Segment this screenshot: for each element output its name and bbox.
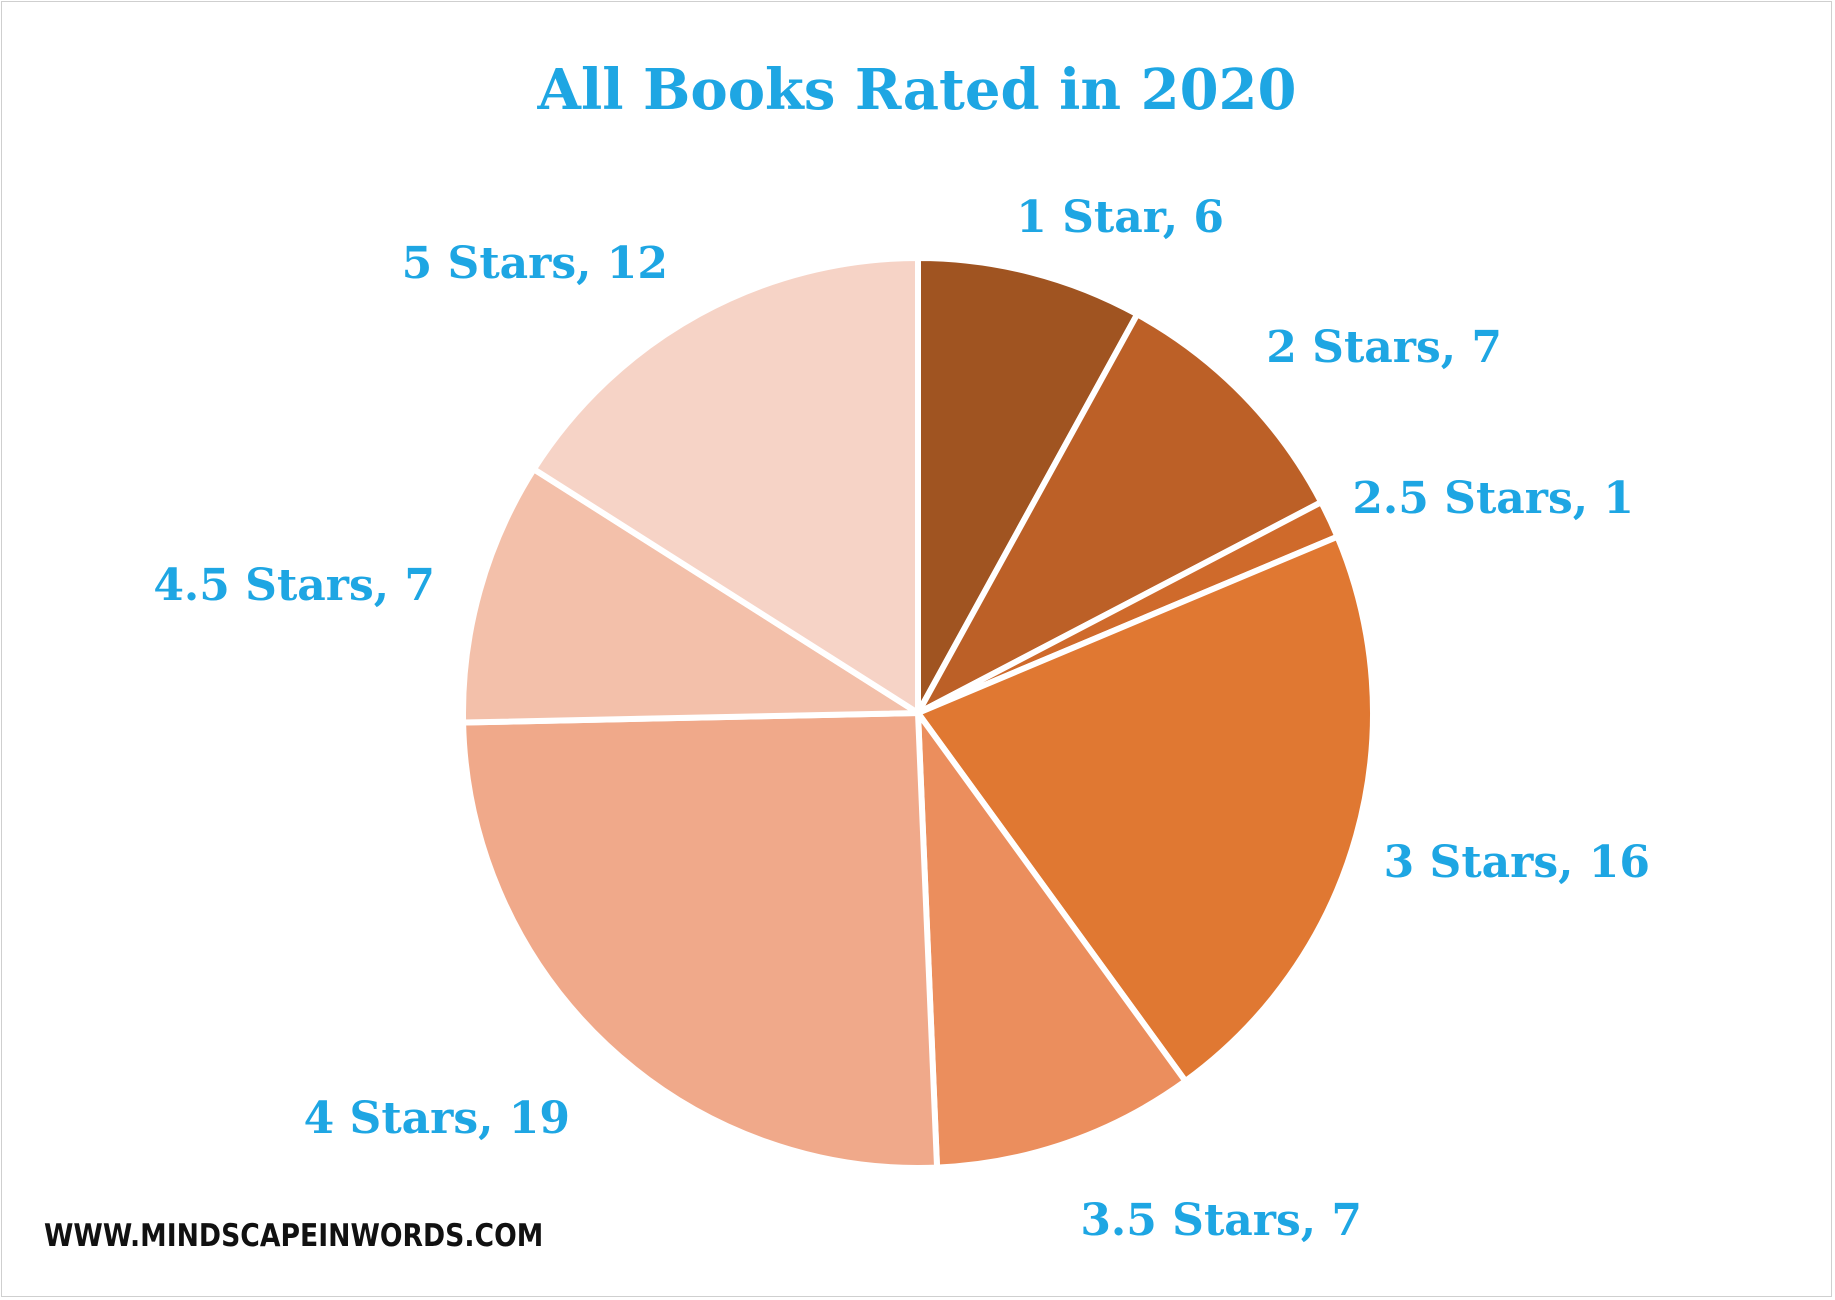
slice-label-1-star: 1 Star, 6 bbox=[1016, 192, 1224, 243]
pie-slice-1-star bbox=[915, 255, 1141, 716]
pie-slices bbox=[460, 255, 1376, 1171]
pie-labels: 1 Star, 6 2 Stars, 7 2.5 Stars, 1 3 Stars, … bbox=[153, 192, 1650, 1246]
slice-label-3-5-stars: 3.5 Stars, 7 bbox=[1080, 1195, 1362, 1246]
pie-slice-3-stars bbox=[915, 533, 1376, 1085]
pie-slice-2-stars bbox=[915, 311, 1325, 716]
slice-label-2-5-stars: 2.5 Stars, 1 bbox=[1352, 473, 1634, 524]
slice-label-4-stars: 4 Stars, 19 bbox=[304, 1093, 570, 1144]
slice-label-4-5-stars: 4.5 Stars, 7 bbox=[153, 560, 435, 611]
website-watermark: WWW.MINDSCAPEINWORDS.COM bbox=[44, 1218, 544, 1254]
slice-label-3-stars: 3 Stars, 16 bbox=[1384, 837, 1650, 888]
pie-slice-4-stars bbox=[460, 710, 941, 1171]
slice-label-2-stars: 2 Stars, 7 bbox=[1266, 322, 1502, 373]
pie-slice-3-5-stars bbox=[915, 710, 1189, 1171]
pie-slice-5-stars bbox=[530, 255, 921, 716]
slice-label-5-stars: 5 Stars, 12 bbox=[402, 238, 668, 289]
chart-title: All Books Rated in 2020 bbox=[537, 57, 1297, 123]
pie-slice-4-5-stars bbox=[460, 466, 921, 726]
